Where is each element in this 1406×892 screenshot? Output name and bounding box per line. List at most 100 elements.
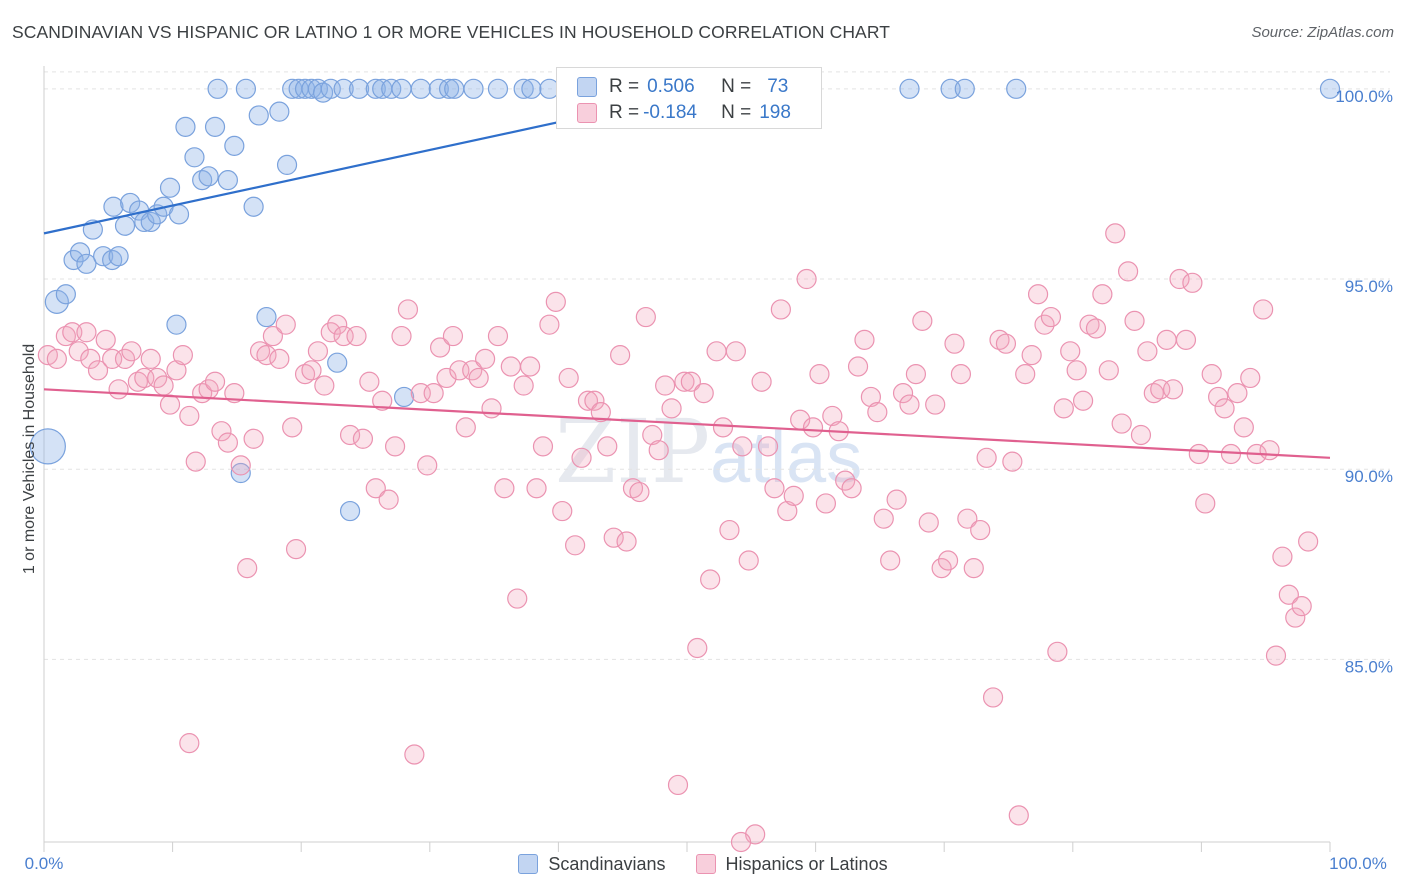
hispanic-point bbox=[674, 371, 695, 392]
legend-swatch-blue bbox=[518, 854, 539, 874]
hispanic-point bbox=[269, 348, 290, 370]
scandinavian-point bbox=[954, 78, 975, 99]
hispanic-point bbox=[1175, 329, 1197, 350]
hispanic-point bbox=[1111, 413, 1132, 434]
hispanic-point bbox=[1208, 386, 1229, 408]
y-axis-label: 1 or more Vehicles in Household bbox=[21, 344, 38, 574]
scandinavian-point bbox=[410, 78, 431, 99]
hispanic-point bbox=[121, 341, 142, 362]
hispanic-point bbox=[706, 341, 727, 362]
scandinavian-point bbox=[1319, 78, 1341, 99]
y-tick-label: 95.0% bbox=[1345, 277, 1393, 296]
stats-row-hispanics: R = -0.184 N = 198 bbox=[577, 100, 791, 126]
hispanic-point bbox=[1092, 284, 1113, 305]
hispanic-point bbox=[1272, 546, 1293, 567]
hispanic-point bbox=[62, 322, 83, 343]
hispanic-point bbox=[481, 398, 502, 419]
hispanic-point bbox=[494, 478, 515, 499]
hispanic-point bbox=[1002, 451, 1023, 472]
scandinavian-point bbox=[230, 462, 251, 484]
hispanic-point bbox=[700, 569, 721, 590]
hispanic-point bbox=[770, 299, 791, 320]
hispanic-point bbox=[423, 383, 444, 404]
hispanic-point bbox=[796, 268, 817, 290]
hispanic-point bbox=[610, 344, 631, 366]
hispanic-point bbox=[687, 637, 708, 659]
hispanic-point bbox=[1195, 493, 1216, 514]
stats-n-label: N = bbox=[721, 76, 752, 97]
scandinavian-point bbox=[192, 170, 213, 191]
hispanic-point bbox=[976, 447, 997, 468]
hispanic-point bbox=[1298, 531, 1319, 552]
stats-row-scandinavians: R = 0.506 N = 73 bbox=[577, 74, 788, 100]
hispanic-point bbox=[982, 687, 1004, 708]
hispanic-point bbox=[950, 364, 972, 385]
scandinavian-point bbox=[166, 314, 187, 335]
hispanic-point bbox=[1085, 318, 1107, 339]
hispanic-point bbox=[249, 341, 271, 362]
hispanic-point bbox=[854, 329, 875, 350]
hispanic-point bbox=[275, 314, 296, 335]
scandinavian-point bbox=[487, 78, 509, 99]
scandinavian-point bbox=[224, 135, 245, 156]
hispanic-point bbox=[1124, 310, 1145, 331]
scandinavian-point bbox=[207, 78, 228, 99]
scandinavian-point bbox=[175, 116, 196, 137]
hispanic-point bbox=[378, 489, 399, 510]
hispanic-point bbox=[1008, 805, 1029, 826]
scandinavian-point bbox=[327, 352, 348, 373]
hispanic-point bbox=[1285, 607, 1306, 628]
hispanic-point bbox=[1265, 645, 1287, 666]
scandinavian-point bbox=[381, 78, 402, 99]
hispanic-point bbox=[172, 344, 193, 366]
hispanic-point bbox=[693, 383, 714, 404]
hispanic-point bbox=[738, 550, 759, 571]
hispanic-point bbox=[815, 493, 836, 514]
legend-label: Scandinavians bbox=[548, 853, 666, 874]
scandinavian-point bbox=[365, 78, 386, 99]
hispanic-point bbox=[429, 337, 451, 358]
hispanic-point bbox=[777, 500, 798, 522]
hispanic-point bbox=[372, 390, 393, 411]
hispanic-point bbox=[661, 398, 682, 419]
legend-item-hispanics[interactable]: Hispanics or Latinos bbox=[695, 852, 888, 876]
hispanic-point bbox=[442, 325, 464, 347]
hispanic-point bbox=[880, 550, 901, 571]
hispanic-point bbox=[712, 417, 734, 438]
hispanic-point bbox=[905, 364, 927, 385]
hispanic-point bbox=[616, 531, 637, 552]
hispanic-point bbox=[622, 478, 644, 499]
hispanic-point bbox=[1201, 364, 1222, 385]
hispanic-point bbox=[397, 299, 419, 320]
stats-r-label: R = bbox=[609, 76, 640, 97]
hispanic-point bbox=[757, 436, 779, 457]
hispanic-point bbox=[590, 402, 611, 423]
hispanic-point bbox=[327, 314, 348, 335]
hispanic-point bbox=[751, 371, 772, 392]
hispanic-point bbox=[989, 329, 1010, 350]
hispanic-point bbox=[179, 405, 200, 427]
hispanic-point bbox=[159, 394, 181, 415]
hispanic-point bbox=[1291, 596, 1312, 617]
hispanic-point bbox=[237, 558, 258, 579]
hispanic-point bbox=[571, 447, 592, 468]
hispanic-point bbox=[1053, 398, 1074, 419]
hispanic-point bbox=[1117, 261, 1139, 282]
scandinavian-point bbox=[235, 78, 257, 99]
hispanic-point bbox=[1060, 341, 1081, 362]
legend-item-scandinavians[interactable]: Scandinavians bbox=[518, 852, 666, 876]
scandinavian-point bbox=[521, 78, 542, 99]
scandinavian-point bbox=[444, 78, 465, 99]
hispanic-point bbox=[76, 322, 97, 343]
hispanic-point bbox=[937, 550, 959, 571]
stats-legend: R = 0.506 N = 73 R = -0.184 N = 198 bbox=[556, 67, 822, 129]
hispanic-point bbox=[539, 314, 560, 335]
hispanic-point bbox=[166, 360, 187, 381]
hispanic-point bbox=[944, 333, 965, 354]
hispanic-point bbox=[1259, 440, 1280, 461]
hispanic-point bbox=[436, 367, 457, 389]
hispanic-point bbox=[1015, 364, 1036, 385]
hispanic-point bbox=[140, 348, 161, 370]
hispanic-point bbox=[1233, 417, 1254, 438]
